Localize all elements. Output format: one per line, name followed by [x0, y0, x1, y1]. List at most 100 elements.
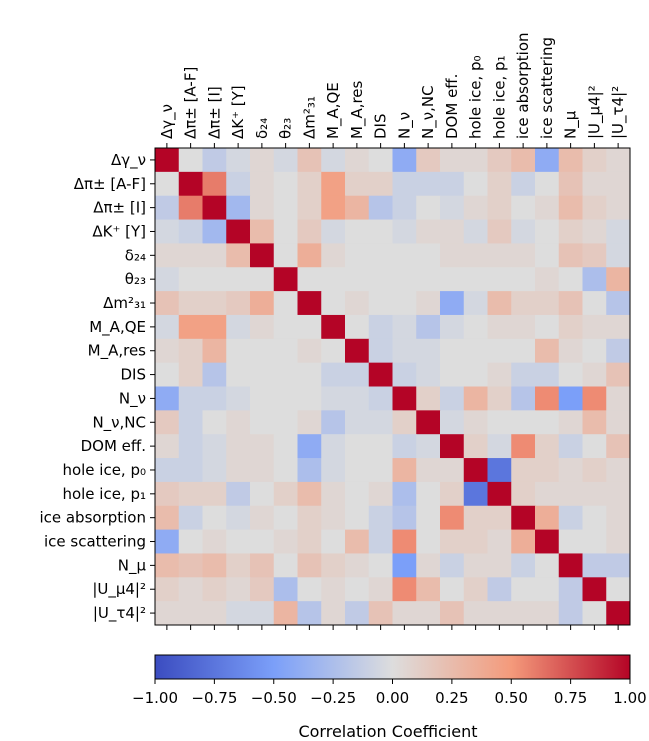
heatmap-cell	[155, 529, 180, 554]
colorbar-tick-label: 0.00	[376, 689, 409, 707]
heatmap-cell	[535, 171, 560, 197]
heatmap-cell	[250, 505, 275, 531]
heatmap-cell	[558, 601, 583, 626]
heatmap-cell	[297, 148, 322, 173]
heatmap-cell	[416, 410, 441, 435]
heatmap-cell	[511, 434, 536, 459]
x-tick-label: |U_τ4|²	[609, 86, 628, 139]
heatmap-cell	[582, 577, 607, 602]
heatmap-cell	[463, 267, 488, 292]
heatmap-cell	[178, 267, 203, 292]
heatmap-cell	[606, 505, 631, 531]
heatmap-cell	[273, 314, 298, 340]
heatmap-cell	[558, 386, 583, 411]
heatmap-cell	[155, 505, 180, 531]
heatmap-cell	[345, 553, 370, 578]
y-tick-label: |U_μ4|²	[92, 580, 146, 599]
heatmap-cell	[606, 171, 631, 197]
heatmap-cell	[155, 481, 180, 507]
heatmap-cell	[392, 505, 417, 531]
heatmap-cell	[297, 434, 322, 459]
heatmap-cell	[178, 505, 203, 531]
heatmap-cell	[487, 314, 512, 340]
heatmap-cell	[178, 434, 203, 459]
heatmap-cell	[535, 314, 560, 340]
heatmap-cell	[297, 243, 322, 268]
heatmap-cell	[273, 362, 298, 387]
heatmap-cell	[487, 601, 512, 626]
heatmap-cell	[440, 505, 465, 531]
heatmap-cell	[416, 195, 441, 221]
heatmap-cell	[178, 458, 203, 483]
heatmap-cell	[321, 553, 346, 578]
heatmap-cell	[511, 267, 536, 292]
x-tick-label: Δm²₃₁	[300, 96, 318, 139]
heatmap-cell	[321, 314, 346, 340]
heatmap-cell	[345, 529, 370, 554]
heatmap-cell	[250, 243, 275, 268]
heatmap-cell	[226, 195, 251, 221]
heatmap-cell	[582, 243, 607, 268]
heatmap-cell	[440, 481, 465, 507]
heatmap-cell	[250, 314, 275, 340]
heatmap-cell	[345, 195, 370, 221]
heatmap-cell	[558, 529, 583, 554]
heatmap-cell	[368, 195, 393, 221]
heatmap-cell	[155, 171, 180, 197]
heatmap-cell	[250, 434, 275, 459]
heatmap-cell	[178, 410, 203, 435]
heatmap-cell	[606, 243, 631, 268]
heatmap-cell	[368, 434, 393, 459]
heatmap-cell	[273, 386, 298, 411]
heatmap-cell	[535, 410, 560, 435]
heatmap-cell	[440, 529, 465, 554]
heatmap-cell	[202, 362, 227, 387]
heatmap-cell	[321, 267, 346, 292]
heatmap-cell	[582, 219, 607, 244]
heatmap-cell	[463, 362, 488, 387]
heatmap-cell	[226, 338, 251, 364]
heatmap-cell	[463, 505, 488, 531]
heatmap-cell	[606, 314, 631, 340]
x-tick-label: Δγ_ν	[158, 104, 177, 139]
heatmap-cell	[582, 434, 607, 459]
heatmap-cell	[511, 243, 536, 268]
heatmap-cell	[463, 577, 488, 602]
heatmap-cell	[440, 410, 465, 435]
heatmap-cell	[155, 601, 180, 626]
heatmap-cell	[487, 458, 512, 483]
heatmap-cell	[535, 601, 560, 626]
heatmap-cell	[487, 553, 512, 578]
heatmap-cell	[416, 171, 441, 197]
heatmap-cell	[155, 195, 180, 221]
heatmap-cell	[368, 505, 393, 531]
heatmap-cell	[487, 171, 512, 197]
heatmap-cell	[511, 338, 536, 364]
heatmap-cell	[440, 291, 465, 316]
heatmap-cell	[416, 458, 441, 483]
heatmap-cell	[345, 458, 370, 483]
colorbar-tick-label: −1.00	[132, 689, 178, 707]
heatmap-cell	[582, 195, 607, 221]
heatmap-cell	[250, 481, 275, 507]
colorbar-label: Correlation Coefficient	[298, 722, 477, 741]
heatmap-cell	[273, 171, 298, 197]
heatmap-cell	[155, 267, 180, 292]
heatmap-cell	[368, 553, 393, 578]
heatmap-cell	[440, 267, 465, 292]
heatmap-cell	[250, 458, 275, 483]
heatmap-cell	[226, 481, 251, 507]
heatmap-cell	[297, 529, 322, 554]
heatmap-cell	[155, 243, 180, 268]
colorbar-tick-label: −0.50	[251, 689, 297, 707]
heatmap-cell	[273, 577, 298, 602]
heatmap-cell	[440, 553, 465, 578]
heatmap-cell	[250, 195, 275, 221]
heatmap-cell	[511, 529, 536, 554]
heatmap-cell	[178, 529, 203, 554]
heatmap-cell	[178, 553, 203, 578]
x-tick-label: ice scattering	[538, 37, 556, 139]
heatmap-cell	[392, 529, 417, 554]
heatmap-cell	[487, 410, 512, 435]
heatmap-cell	[297, 577, 322, 602]
